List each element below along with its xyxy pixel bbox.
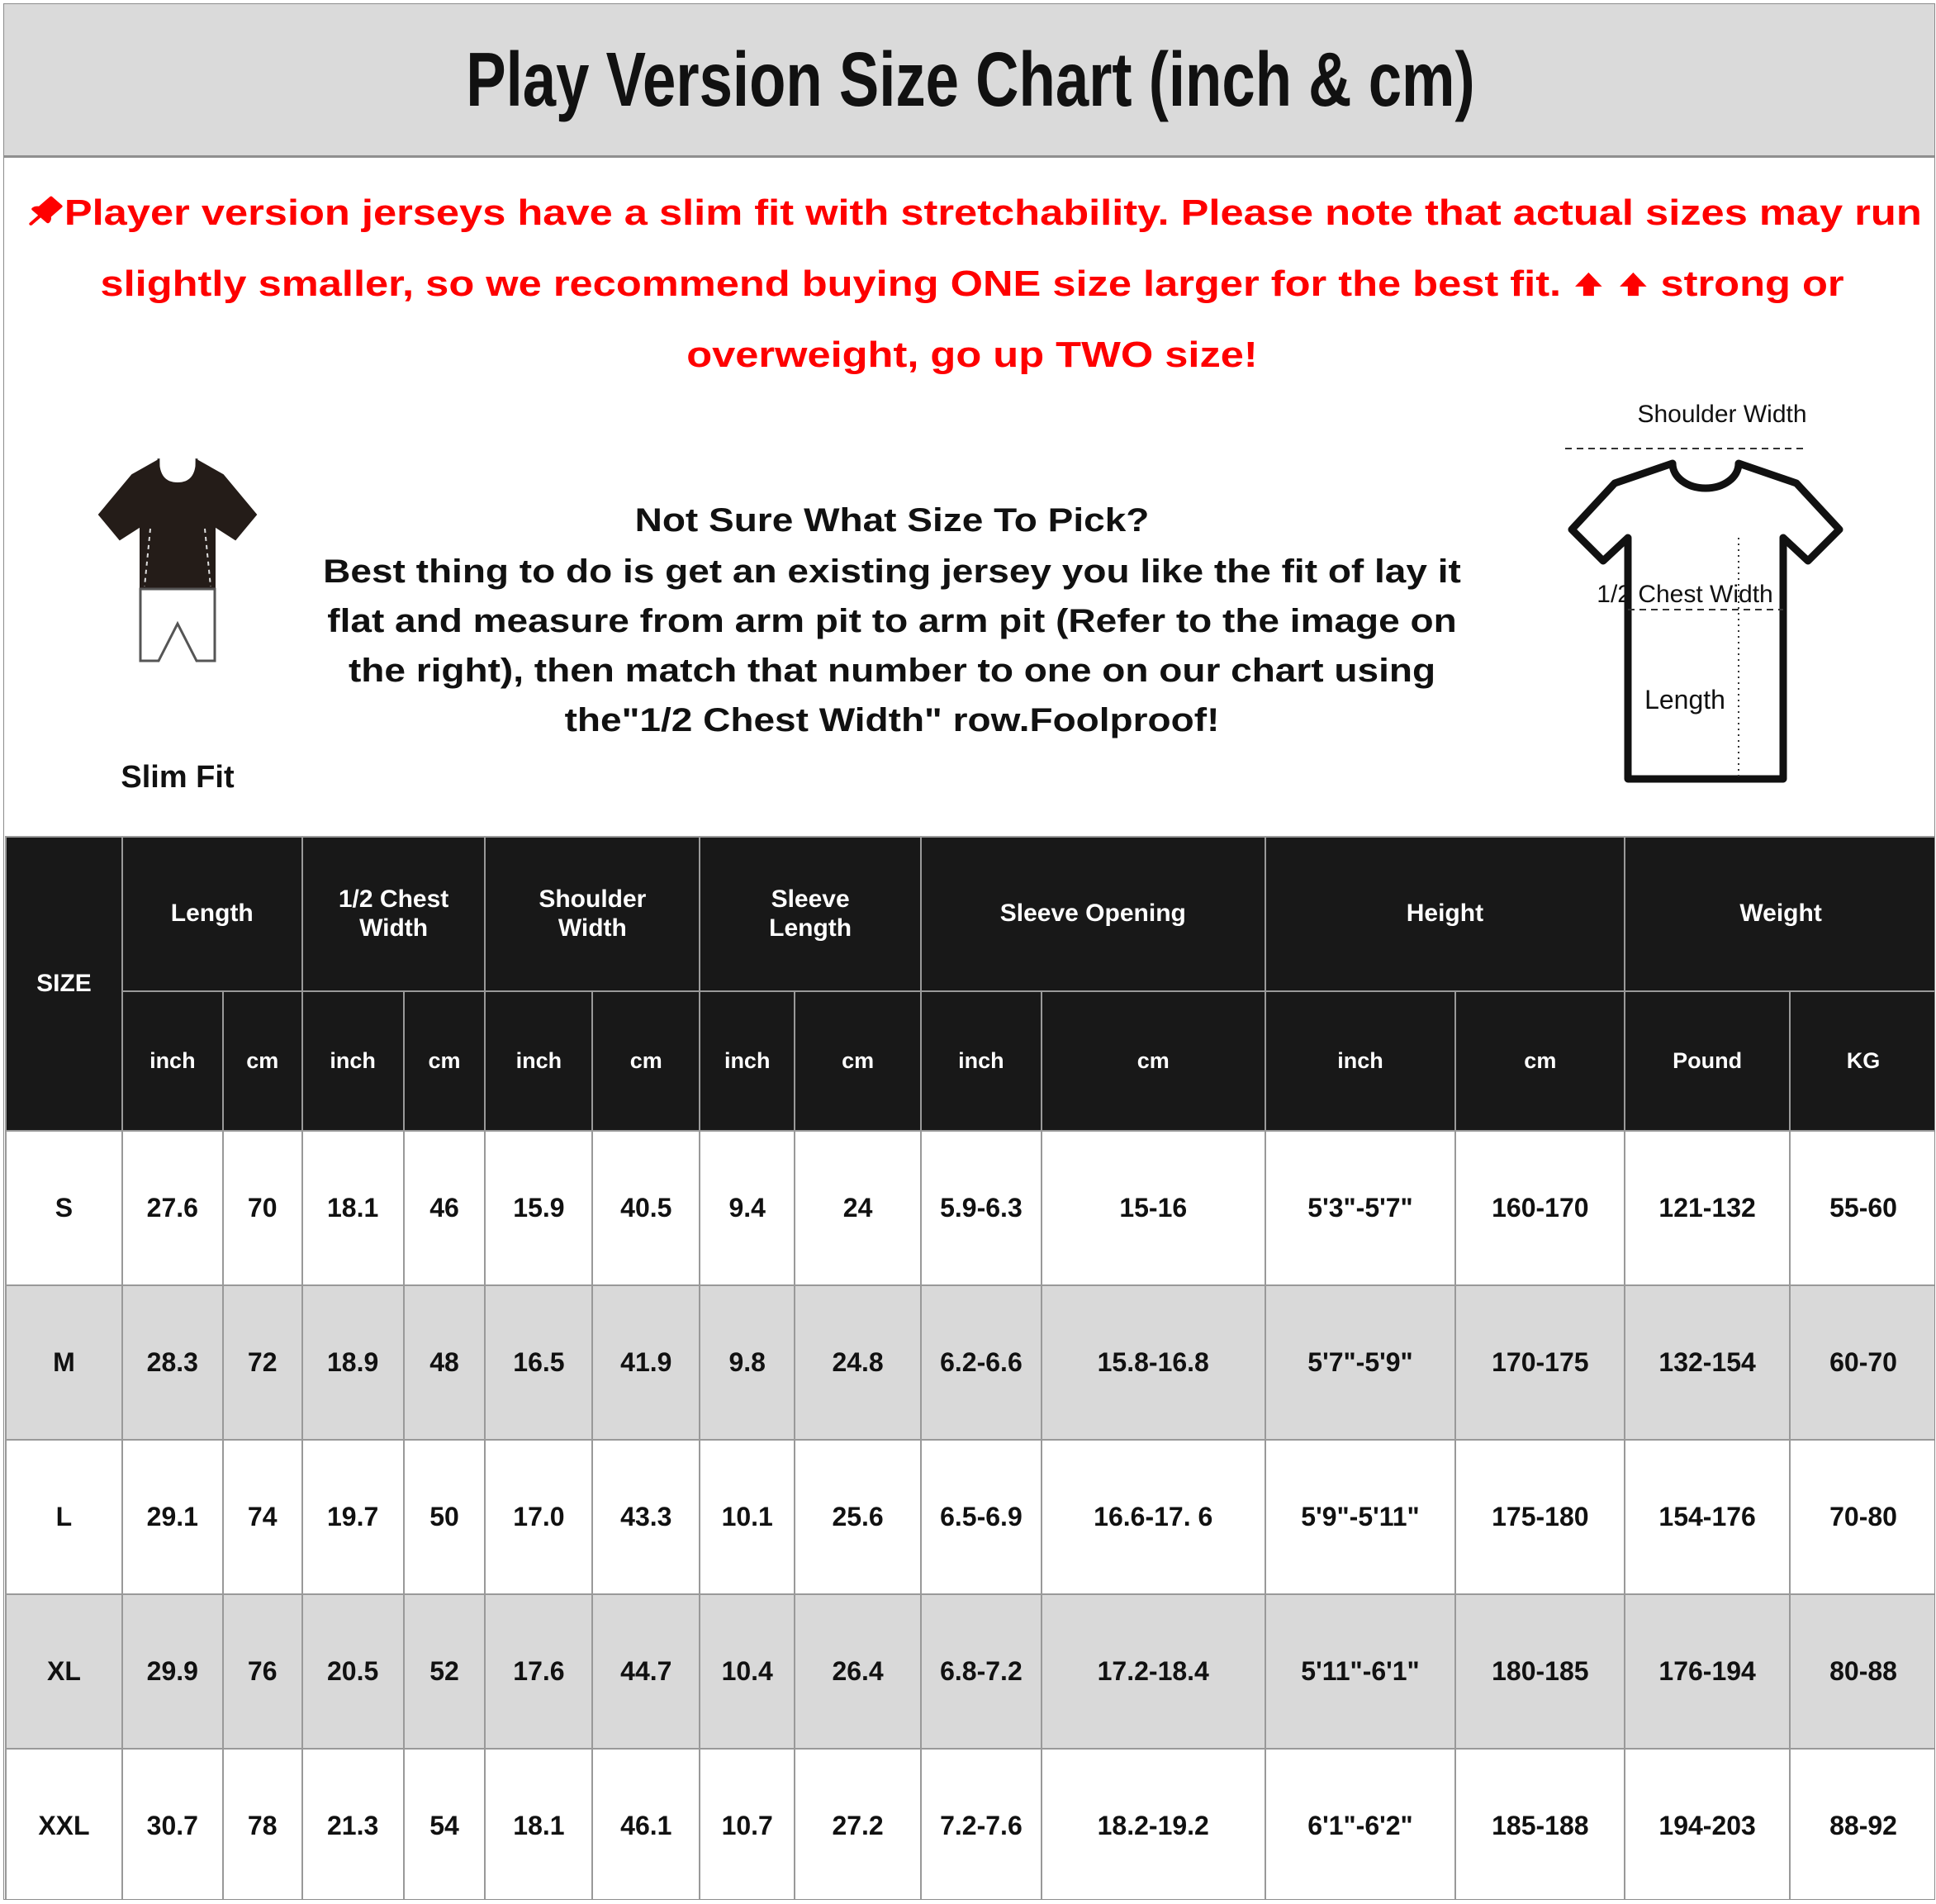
svg-text:Length: Length xyxy=(1644,685,1725,715)
svg-text:1/2 Chest Width: 1/2 Chest Width xyxy=(1597,581,1772,608)
